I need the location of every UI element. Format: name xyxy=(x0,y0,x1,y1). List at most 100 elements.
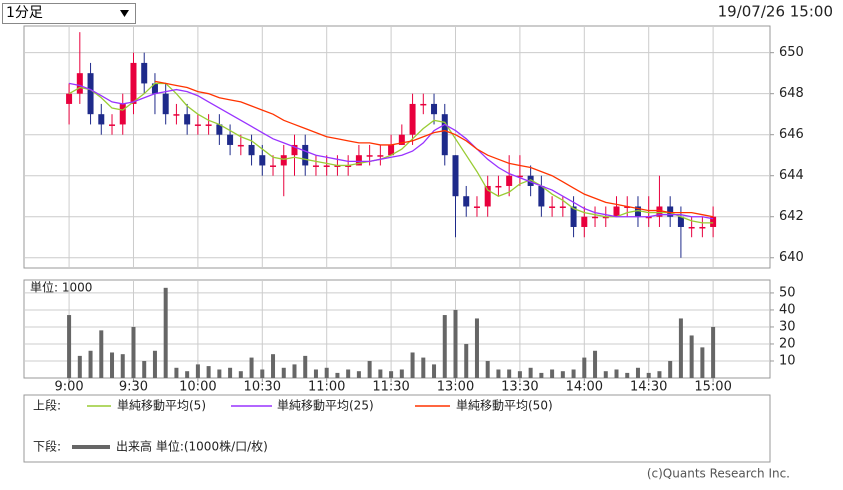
candle-body xyxy=(538,185,545,207)
volume-bar xyxy=(120,354,125,378)
x-tick-label: 14:30 xyxy=(630,380,667,395)
candle-body xyxy=(527,175,534,186)
legend-label: 単純移動平均(25) xyxy=(277,399,374,413)
x-tick-label: 10:30 xyxy=(244,380,281,395)
candle-body xyxy=(87,73,94,115)
volume-bar xyxy=(260,369,265,378)
volume-bar xyxy=(485,360,490,378)
candle-body xyxy=(495,185,502,188)
candle-body xyxy=(613,206,620,217)
y-tick-label: 640 xyxy=(779,250,804,265)
candle-body xyxy=(699,226,706,229)
x-tick-label: 9:30 xyxy=(119,380,148,395)
y-tick-label: 10 xyxy=(779,353,796,368)
volume-bar xyxy=(689,335,694,378)
volume-bar xyxy=(700,347,705,378)
candle-body xyxy=(366,155,373,157)
volume-bar xyxy=(646,372,651,378)
volume-bar xyxy=(517,371,522,378)
volume-bar xyxy=(614,369,619,378)
candle-body xyxy=(109,124,116,126)
candle-body xyxy=(312,165,319,167)
volume-bar xyxy=(378,369,383,378)
volume-bar xyxy=(593,350,598,378)
candle-body xyxy=(656,206,663,217)
candle-body xyxy=(259,155,266,166)
volume-bar xyxy=(453,309,458,378)
candle-body xyxy=(602,216,609,219)
volume-bar xyxy=(346,369,351,378)
volume-bar xyxy=(507,369,512,378)
dropdown-arrow xyxy=(120,10,129,17)
x-tick-label: 15:00 xyxy=(694,380,731,395)
y-tick-label: 648 xyxy=(779,86,804,101)
candle-body xyxy=(119,103,126,125)
volume-bar xyxy=(303,355,308,378)
y-tick-label: 30 xyxy=(779,319,796,334)
volume-bar xyxy=(195,364,200,378)
candle-body xyxy=(688,226,695,229)
candle-body xyxy=(227,134,234,145)
y-tick-label: 20 xyxy=(779,336,796,351)
volume-plot xyxy=(23,279,771,379)
x-tick-label: 14:00 xyxy=(566,380,603,395)
volume-bar xyxy=(625,372,630,378)
volume-bar xyxy=(110,352,115,378)
candle-body xyxy=(431,103,438,115)
volume-bar xyxy=(313,369,318,378)
legend-label: 単純移動平均(50) xyxy=(456,399,553,413)
volume-bar xyxy=(421,357,426,378)
period-select[interactable]: 1分足 xyxy=(2,3,136,24)
volume-bar xyxy=(249,357,254,378)
candle-body xyxy=(710,216,717,227)
legend-label: 出来高 単位:(1000株/口/枚) xyxy=(116,439,268,454)
candle-body xyxy=(237,144,244,147)
candle-body xyxy=(409,103,416,135)
candle-body xyxy=(280,155,287,166)
candle-body xyxy=(151,83,158,94)
candle-body xyxy=(173,114,180,116)
volume-bar xyxy=(77,355,82,378)
volume-bar xyxy=(582,357,587,378)
candle-body xyxy=(323,165,330,167)
candle-body xyxy=(205,124,212,126)
candle-body xyxy=(559,206,566,208)
y-tick-label: 642 xyxy=(779,209,804,224)
y-tick-label: 40 xyxy=(779,302,796,317)
volume-bar xyxy=(281,367,286,378)
x-tick-label: 9:00 xyxy=(54,380,83,395)
candle-body xyxy=(98,114,105,125)
volume-bar xyxy=(88,350,93,378)
volume-bar xyxy=(399,369,404,378)
candle-body xyxy=(441,114,448,156)
candle-body xyxy=(581,216,588,227)
candle-body xyxy=(420,103,427,106)
candle-body xyxy=(302,144,309,166)
x-tick-label: 11:00 xyxy=(308,380,345,395)
moving-average-line xyxy=(68,82,714,220)
volume-bar xyxy=(206,366,211,378)
volume-bar xyxy=(550,369,555,378)
volume-bar xyxy=(496,369,501,378)
candle-body xyxy=(141,62,148,84)
candle-body xyxy=(334,165,341,167)
candle-body xyxy=(76,73,83,94)
volume-bar xyxy=(292,364,297,378)
volume-bar xyxy=(668,360,673,378)
volume-bar xyxy=(152,350,157,378)
candle-body xyxy=(516,175,523,178)
candle-body xyxy=(162,93,169,115)
legend-label: 単純移動平均(5) xyxy=(117,399,206,413)
volume-bar xyxy=(142,360,147,378)
volume-bar xyxy=(163,287,168,378)
y-tick-label: 50 xyxy=(779,285,796,300)
volume-bar xyxy=(528,367,533,378)
volume-bar xyxy=(432,364,437,378)
candle-body xyxy=(398,134,405,145)
candle-body xyxy=(355,155,362,166)
volume-bar xyxy=(711,326,716,378)
volume-bar xyxy=(571,369,576,378)
candle-body xyxy=(291,144,298,156)
volume-bar xyxy=(410,352,415,378)
